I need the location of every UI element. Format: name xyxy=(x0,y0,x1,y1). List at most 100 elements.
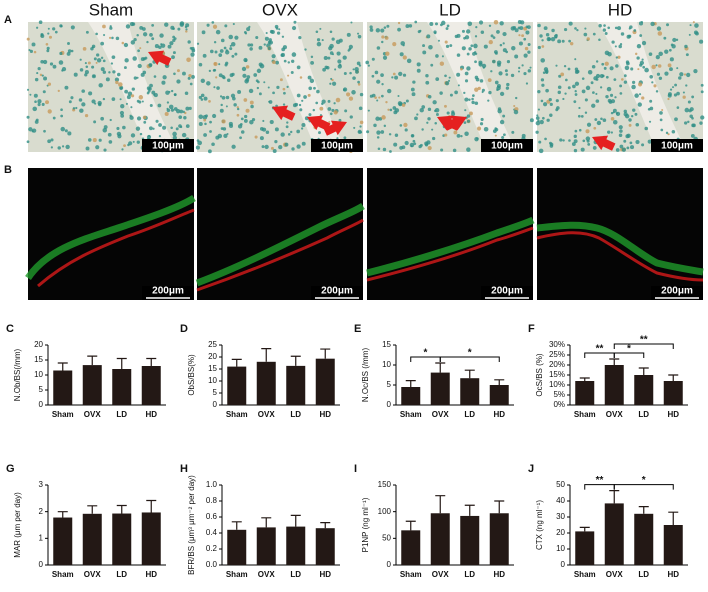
cell xyxy=(241,66,247,72)
cell xyxy=(574,81,580,86)
column-title: OVX xyxy=(262,0,298,19)
cell xyxy=(40,59,44,64)
cell xyxy=(187,76,191,80)
cell xyxy=(136,99,140,103)
cell xyxy=(349,115,353,119)
cell xyxy=(87,61,91,65)
cell xyxy=(290,71,294,74)
cell xyxy=(375,28,381,33)
cell xyxy=(651,64,656,70)
y-tick-label: 20 xyxy=(34,340,43,349)
cell xyxy=(195,145,200,150)
cell xyxy=(263,43,266,46)
fluorescence-image: 200μm xyxy=(25,168,196,300)
cell xyxy=(130,106,133,109)
cell xyxy=(45,100,49,105)
scale-label: 200μm xyxy=(491,286,523,297)
cell xyxy=(348,47,352,51)
cell xyxy=(351,90,356,95)
bar xyxy=(401,530,421,565)
cell xyxy=(91,99,96,104)
cell xyxy=(152,127,155,130)
cell xyxy=(301,141,306,146)
scale-label: 200μm xyxy=(321,286,353,297)
cell xyxy=(79,58,82,61)
cell xyxy=(614,26,618,30)
cell xyxy=(31,42,36,47)
cell xyxy=(377,147,381,150)
cell xyxy=(246,27,251,32)
cell xyxy=(494,134,497,137)
bar xyxy=(315,358,335,405)
cell xyxy=(78,98,83,102)
cell xyxy=(411,134,414,138)
cell xyxy=(385,100,388,104)
cell xyxy=(57,89,60,93)
cell xyxy=(308,86,313,91)
cell xyxy=(186,57,191,63)
scale-bar xyxy=(142,286,194,300)
y-tick-label: 20 xyxy=(556,528,565,537)
cell xyxy=(267,86,270,89)
cell xyxy=(259,127,264,131)
cell xyxy=(219,49,224,53)
cell xyxy=(502,114,506,118)
cell xyxy=(96,58,102,63)
cell xyxy=(203,118,207,122)
bar xyxy=(604,365,624,405)
cell xyxy=(269,119,274,125)
cell xyxy=(440,148,444,152)
cell xyxy=(419,107,424,113)
cell xyxy=(479,122,484,126)
cell xyxy=(36,26,39,29)
cell xyxy=(282,87,286,91)
cell xyxy=(161,80,166,85)
cell xyxy=(108,71,111,74)
cell xyxy=(221,75,225,79)
cell xyxy=(666,23,670,27)
error-bar xyxy=(405,380,416,387)
cell xyxy=(449,93,453,97)
cell xyxy=(635,52,638,56)
scale-label: 100μm xyxy=(152,141,184,152)
cell xyxy=(47,109,52,114)
x-tick-label: OVX xyxy=(606,410,624,419)
arrow xyxy=(443,115,467,131)
cell xyxy=(525,82,529,85)
cell xyxy=(478,20,484,25)
cell xyxy=(159,33,164,38)
cell xyxy=(383,124,387,128)
cell xyxy=(172,135,177,140)
cell xyxy=(367,109,370,112)
scale-label: 100μm xyxy=(491,141,523,152)
cell xyxy=(158,123,162,127)
cell xyxy=(367,64,370,67)
cell xyxy=(585,129,590,134)
bar xyxy=(112,369,132,405)
cell xyxy=(75,106,78,110)
cell xyxy=(114,77,120,82)
cell xyxy=(573,100,577,104)
cell xyxy=(219,95,223,98)
cell xyxy=(591,64,596,69)
cell xyxy=(255,79,259,83)
red-label xyxy=(37,208,195,288)
cell xyxy=(213,61,218,67)
cell xyxy=(629,145,635,150)
cell xyxy=(172,131,177,137)
cell xyxy=(480,117,484,121)
cell xyxy=(655,90,659,93)
panel-label: C xyxy=(6,323,14,335)
cell xyxy=(85,30,89,34)
cell xyxy=(604,61,609,66)
cell xyxy=(537,45,541,50)
cell xyxy=(689,107,694,112)
cell xyxy=(615,64,619,68)
cell xyxy=(310,55,314,59)
cell xyxy=(369,28,374,32)
cell xyxy=(357,83,361,86)
y-tick-label: 0 xyxy=(213,400,218,409)
cell xyxy=(119,110,125,116)
cell xyxy=(283,59,287,63)
cell xyxy=(460,135,463,138)
